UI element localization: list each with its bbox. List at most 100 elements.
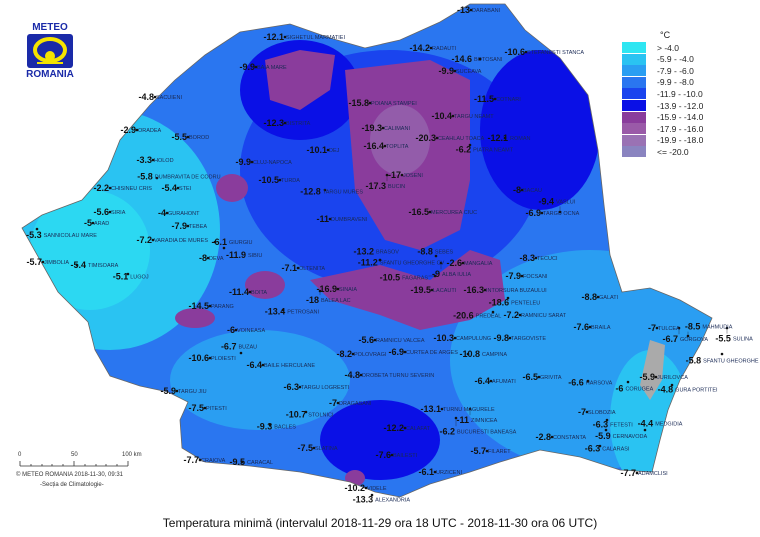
station-dot xyxy=(540,211,544,215)
station-name: CURTEA DE ARGES xyxy=(406,350,458,356)
station-value: -9 xyxy=(432,269,440,279)
station-dot xyxy=(296,266,300,270)
station-name: RADAUTI xyxy=(432,46,457,52)
legend-item: -15.9 - -14.0 xyxy=(622,111,703,123)
station-name: PLOIESTI xyxy=(211,356,236,362)
station-value: -9.8 xyxy=(493,333,509,343)
station-name: URZICENI xyxy=(436,470,462,476)
station: -7.7 CRAIOVA xyxy=(183,455,225,465)
station-name: ORADEA xyxy=(138,128,162,134)
station-name: MERCUREA CIUC xyxy=(431,210,477,216)
station-name: LUGOJ xyxy=(130,275,149,281)
station-name: CORUGEA xyxy=(625,387,653,393)
legend-swatch xyxy=(622,134,646,146)
station: -10.7 STOLNICI xyxy=(286,410,334,420)
station-value: -5.5 xyxy=(171,132,187,142)
scale-bar xyxy=(19,461,129,467)
station-dot xyxy=(385,173,389,177)
station-dot xyxy=(153,95,157,99)
station: -12.8 TARGU MURES xyxy=(300,187,363,197)
station-name: PREDEAL xyxy=(476,313,502,319)
station-name: CALIMANI xyxy=(384,126,410,132)
station-name: VARADIA DE MURES xyxy=(154,238,208,244)
station-dot xyxy=(208,356,212,360)
station-dot xyxy=(268,423,272,427)
station-value: -7.2 xyxy=(136,235,152,245)
station-value: -9.9 xyxy=(235,157,251,167)
station-dot xyxy=(108,186,112,190)
station: -2.9 ORADEA xyxy=(120,125,161,135)
station: -6.1 URZICENI xyxy=(418,467,462,477)
station: -6.1 GIURGIU xyxy=(211,237,252,247)
legend-item: -19.9 - -18.0 xyxy=(622,134,703,146)
station-value: -8.3 xyxy=(519,253,535,263)
station-dot xyxy=(635,471,639,475)
station-name: BUZAU xyxy=(238,344,257,350)
station-value: -6 xyxy=(615,384,623,394)
station-dot xyxy=(248,290,252,294)
station-name: RAMNICU VALCEA xyxy=(376,338,425,344)
station: -13.1 TURNU MAGURELE xyxy=(420,404,494,414)
station-name: SIBIU xyxy=(248,253,262,259)
station-value: -20.6 xyxy=(453,310,474,320)
station-dot xyxy=(400,173,404,177)
station-name: ARAD xyxy=(94,221,109,227)
station-value: -2.9 xyxy=(120,125,136,135)
station-value: -7.9 xyxy=(171,221,187,231)
station-name: FETESTI xyxy=(610,423,633,429)
station-dot xyxy=(222,246,226,250)
station-value: -13.4 xyxy=(265,307,286,317)
station: -9 ALBA IULIA xyxy=(432,269,471,279)
station-value: -12.3 xyxy=(263,118,284,128)
station-value: -5.6 xyxy=(358,335,374,345)
station-dot xyxy=(725,326,729,330)
station: -17.3 BUCIN xyxy=(365,181,405,191)
station-value: -10.7 xyxy=(286,410,307,420)
station: -13.3 ALEXANDRIA xyxy=(353,495,411,505)
station-value: -14.2 xyxy=(409,43,430,53)
station-dot xyxy=(373,338,377,342)
station: -10.2 VIDELE xyxy=(344,483,386,493)
station-dot xyxy=(524,50,528,54)
station-name: BAILE HERCULANE xyxy=(264,363,315,369)
station-name: DUMBRAVITA DE CODRU xyxy=(155,174,221,180)
station-value: -19.3 xyxy=(361,123,382,133)
station-dot xyxy=(383,144,387,148)
station: -5.4 STEI xyxy=(161,183,191,193)
station-value: -2.2 xyxy=(93,183,109,193)
station: -6.9 CURTEA DE ARGES xyxy=(388,347,458,357)
station-value: -6.1 xyxy=(211,237,227,247)
station-dot xyxy=(151,238,155,242)
station: -14.5 PARANG xyxy=(188,301,233,311)
station-name: TIMISOARA xyxy=(88,263,119,269)
station-value: -10.5 xyxy=(380,273,401,283)
station-value: -9.5 xyxy=(229,457,245,467)
station: -8.5 MAHMUDIA xyxy=(685,322,733,332)
legend-swatch xyxy=(622,123,646,135)
station: -8.8 GALATI xyxy=(581,292,618,302)
station-value: -13.1 xyxy=(420,404,441,414)
station: -5.9 CERNAVODA xyxy=(595,431,647,441)
station-dot xyxy=(370,493,374,497)
station-value: -16.9 xyxy=(316,284,337,294)
station: -16.4 TOPLITA xyxy=(363,141,408,151)
station-name: TURNU MAGURELE xyxy=(443,407,495,413)
station-name: ALBA IULIA xyxy=(442,272,471,278)
station: -5.7 FILARET xyxy=(470,446,511,456)
station-name: GORGOVA xyxy=(680,337,708,343)
station: -10.3 CAMPULUNG xyxy=(433,333,491,343)
station-value: -6 xyxy=(227,325,235,335)
station-name: BOITA xyxy=(251,290,267,296)
station-dot xyxy=(298,385,302,389)
station-name: VOINEASA xyxy=(237,328,265,334)
station: -10.6 STEFANESTI STANCA xyxy=(504,47,584,57)
station-name: DEJ xyxy=(329,148,340,154)
station: -4.4 MEDGIDIA xyxy=(638,419,683,429)
station: -5.6 RAMNICU VALCEA xyxy=(358,335,424,345)
station-dot xyxy=(381,126,385,130)
station: -10.5 TURDA xyxy=(258,175,300,185)
station-value: -6.7 xyxy=(221,341,237,351)
station-value: -9.4 xyxy=(539,196,555,206)
station-dot xyxy=(359,373,363,377)
